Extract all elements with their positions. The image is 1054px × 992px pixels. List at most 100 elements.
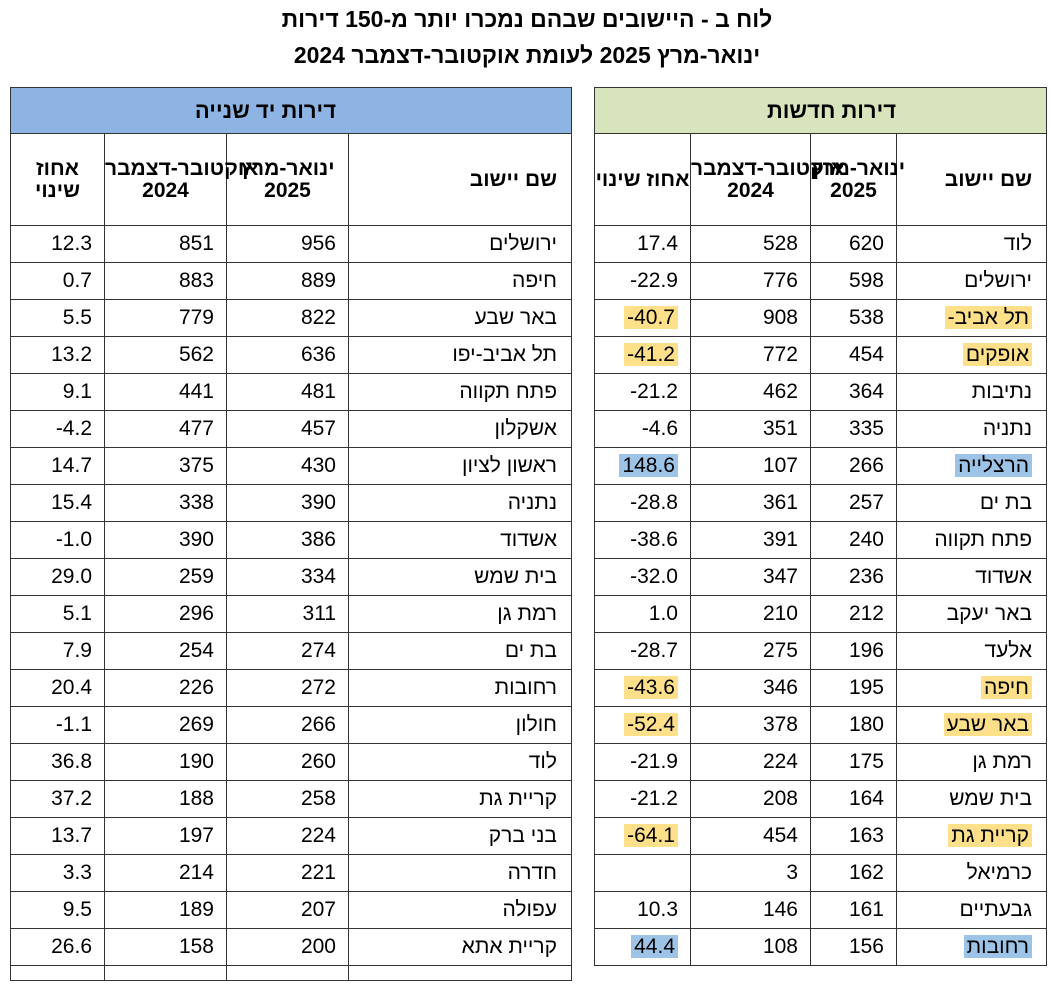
pct-change-cell: 44.4 <box>594 928 691 966</box>
jan-mar-count-cell: 195 <box>810 669 897 707</box>
oct-dec-count-cell: 361 <box>690 484 811 522</box>
jan-mar-count-cell: 236 <box>810 558 897 596</box>
table-row: 15.4 338 390 נתניה <box>10 484 572 522</box>
pct-change-cell-highlight: -40.7 <box>624 306 678 329</box>
table-row: 12.3 851 956 ירושלים <box>10 225 572 263</box>
locality-name-cell: בת ים <box>348 632 572 670</box>
pct-change-cell: 5.5 <box>10 299 105 337</box>
pct-change-cell: 37.2 <box>10 780 105 818</box>
pct-change-cell: -43.6 <box>594 669 691 707</box>
oct-dec-count-cell: 226 <box>104 669 227 707</box>
pct-change-cell: -21.2 <box>594 780 691 818</box>
locality-name-cell-highlight: הרצלייה <box>955 454 1033 477</box>
pct-change-cell: 14.7 <box>10 447 105 485</box>
locality-name-cell: בת ים <box>895 484 1048 522</box>
oct-dec-count-cell: 108 <box>690 928 811 966</box>
jan-mar-count-cell: 598 <box>810 262 897 300</box>
pct-change-cell-highlight: -41.2 <box>624 343 678 366</box>
oct-dec-count-cell: 776 <box>690 262 811 300</box>
oct-dec-count-cell: 346 <box>690 669 811 707</box>
table-row: -52.4 378 180 באר שבע <box>594 706 1048 744</box>
locality-name-cell: נתיבות <box>895 373 1048 411</box>
jan-mar-count-cell: 260 <box>226 743 349 781</box>
table-row: 44.4 108 156 רחובות <box>594 928 1048 966</box>
jan-mar-count-cell: 240 <box>810 521 897 559</box>
oct-dec-count-cell: 454 <box>690 817 811 855</box>
locality-name-cell: קריית גת <box>895 817 1048 855</box>
table-row: 7.9 254 274 בת ים <box>10 632 572 670</box>
locality-name-cell: פתח תקווה <box>348 373 572 411</box>
jan-mar-count-cell: 274 <box>226 632 349 670</box>
table-row: 20.4 226 272 רחובות <box>10 669 572 707</box>
table-row: 148.6 107 266 הרצלייה <box>594 447 1048 485</box>
locality-name-cell: פתח תקווה <box>895 521 1048 559</box>
locality-name-cell: רמת גן <box>348 595 572 633</box>
oct-dec-count-cell: 851 <box>104 225 227 263</box>
col-header-oct-dec: אוקטובר-דצמבר 2024 <box>104 133 259 226</box>
jan-mar-count-cell: 258 <box>226 780 349 818</box>
locality-name-cell: רחובות <box>348 669 572 707</box>
pct-change-cell: -22.9 <box>594 262 691 300</box>
table-row: -21.2 462 364 נתיבות <box>594 373 1048 411</box>
pct-change-cell: 20.4 <box>10 669 105 707</box>
pct-change-cell: 29.0 <box>10 558 105 596</box>
locality-name-cell-highlight: אופקים <box>962 343 1033 366</box>
table-row: 9.5 189 207 עפולה <box>10 891 572 929</box>
locality-name-cell: נתניה <box>895 410 1048 448</box>
table-row: -21.2 208 164 בית שמש <box>594 780 1048 818</box>
oct-dec-count-cell: 378 <box>690 706 811 744</box>
jan-mar-count-cell: 180 <box>810 706 897 744</box>
pct-change-cell: 17.4 <box>594 225 691 263</box>
oct-dec-count-cell: 772 <box>690 336 811 374</box>
jan-mar-count-cell: 636 <box>226 336 349 374</box>
locality-name-cell: אופקים <box>895 336 1048 374</box>
locality-name-cell: הרצלייה <box>895 447 1048 485</box>
pct-change-cell: -28.8 <box>594 484 691 522</box>
jan-mar-count-cell: 390 <box>226 484 349 522</box>
oct-dec-count-cell: 259 <box>104 558 227 596</box>
table-row: -4.2 477 457 אשקלון <box>10 410 572 448</box>
table-row: -64.1 454 163 קריית גת <box>594 817 1048 855</box>
pct-change-cell: 148.6 <box>594 447 691 485</box>
locality-name-cell: באר שבע <box>895 706 1048 744</box>
oct-dec-count-cell: 3 <box>690 854 811 892</box>
jan-mar-count-cell: 161 <box>810 891 897 929</box>
oct-dec-count-cell: 107 <box>690 447 811 485</box>
col-header-pct: אחוז שינוי <box>594 133 691 226</box>
locality-name-cell: רמת גן <box>895 743 1048 781</box>
pct-change-cell: -52.4 <box>594 706 691 744</box>
oct-dec-count-cell: 338 <box>104 484 227 522</box>
pct-change-cell-highlight: -64.1 <box>624 824 678 847</box>
jan-mar-count-cell: 164 <box>810 780 897 818</box>
pct-change-cell: 9.5 <box>10 891 105 929</box>
jan-mar-count-cell: 822 <box>226 299 349 337</box>
locality-name-cell: באר שבע <box>348 299 572 337</box>
jan-mar-count-cell: 163 <box>810 817 897 855</box>
table-row: 36.8 190 260 לוד <box>10 743 572 781</box>
locality-name-cell: תל אביב- <box>895 299 1048 337</box>
table-row: 5.1 296 311 רמת גן <box>10 595 572 633</box>
locality-name-cell: חולון <box>348 706 572 744</box>
locality-name-cell: באר יעקב <box>895 595 1048 633</box>
jan-mar-count-cell: 221 <box>226 854 349 892</box>
locality-name-cell: קריית אתא <box>348 928 572 966</box>
table-row: 3 162 כרמיאל <box>594 854 1048 892</box>
table-row: 26.6 158 200 קריית אתא <box>10 928 572 966</box>
locality-name-cell: אשקלון <box>348 410 572 448</box>
table-row: 13.2 562 636 תל אביב-יפו <box>10 336 572 374</box>
table-row: -28.7 275 196 אלעד <box>594 632 1048 670</box>
pct-change-cell: -28.7 <box>594 632 691 670</box>
table-row: 1.0 210 212 באר יעקב <box>594 595 1048 633</box>
oct-dec-count-cell: 275 <box>690 632 811 670</box>
pct-change-cell: 9.1 <box>10 373 105 411</box>
locality-name-cell: חדרה <box>348 854 572 892</box>
col-header-pct: אחוז שינוי <box>10 133 105 226</box>
oct-dec-count-cell: 210 <box>690 595 811 633</box>
oct-dec-count-cell: 908 <box>690 299 811 337</box>
jan-mar-count-cell: 889 <box>226 262 349 300</box>
table-row: 29.0 259 334 בית שמש <box>10 558 572 596</box>
locality-name-cell-highlight: חיפה <box>981 676 1033 699</box>
oct-dec-count-cell: 146 <box>690 891 811 929</box>
table-row: 10.3 146 161 גבעתיים <box>594 891 1048 929</box>
jan-mar-count-cell: 162 <box>810 854 897 892</box>
